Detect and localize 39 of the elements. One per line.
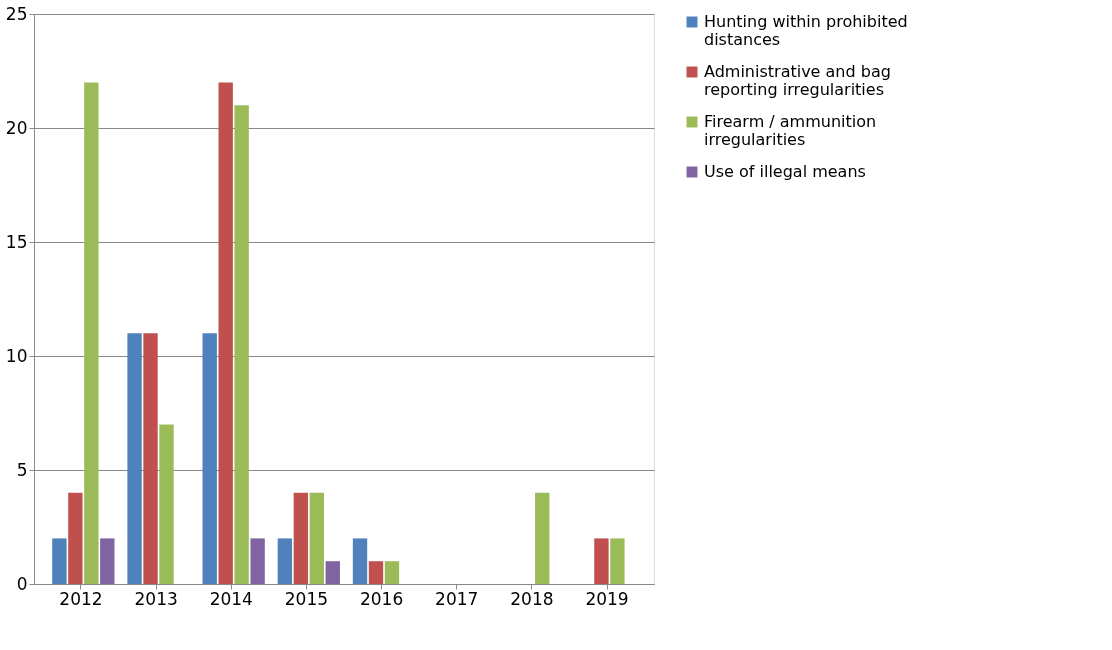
y-tick-label: 5 (16, 459, 28, 480)
legend-label: Firearm / ammunition irregularities (704, 112, 877, 149)
x-tick-label: 2017 (435, 588, 479, 609)
x-tick-label: 2015 (284, 588, 329, 609)
bar (100, 538, 115, 584)
bar (325, 561, 340, 584)
bar (535, 492, 550, 584)
x-tick-label: 2016 (359, 588, 404, 609)
y-tick-label: 15 (5, 231, 28, 252)
bar (234, 105, 249, 584)
bar (52, 538, 67, 584)
y-tick-label: 10 (5, 345, 28, 366)
y-tick-label: 25 (5, 3, 28, 24)
x-tick-label: 2014 (209, 588, 253, 609)
bar (293, 492, 309, 584)
legend-label: Use of illegal means (704, 162, 866, 181)
x-tick-label: 2018 (510, 588, 554, 609)
bar (352, 538, 368, 584)
bar (277, 538, 293, 584)
bar (610, 538, 625, 584)
bar (202, 333, 217, 584)
bar (143, 333, 158, 584)
bar (127, 333, 142, 584)
bar (218, 82, 233, 584)
bar (368, 561, 384, 584)
bar (250, 538, 265, 584)
x-tick-label: 2019 (585, 588, 629, 609)
legend-label: Hunting within prohibited distances (704, 12, 908, 49)
x-tick-label: 2013 (134, 588, 178, 609)
legend-label: Administrative and bag reporting irregularities (704, 62, 891, 99)
y-tick-label: 20 (5, 117, 28, 138)
bar (594, 538, 609, 584)
x-tick-label: 2012 (59, 588, 103, 609)
bar (68, 492, 83, 584)
bar (309, 492, 324, 584)
bar (84, 82, 99, 584)
bar (384, 561, 400, 584)
y-tick-label: 0 (16, 573, 28, 594)
bar (159, 424, 174, 584)
